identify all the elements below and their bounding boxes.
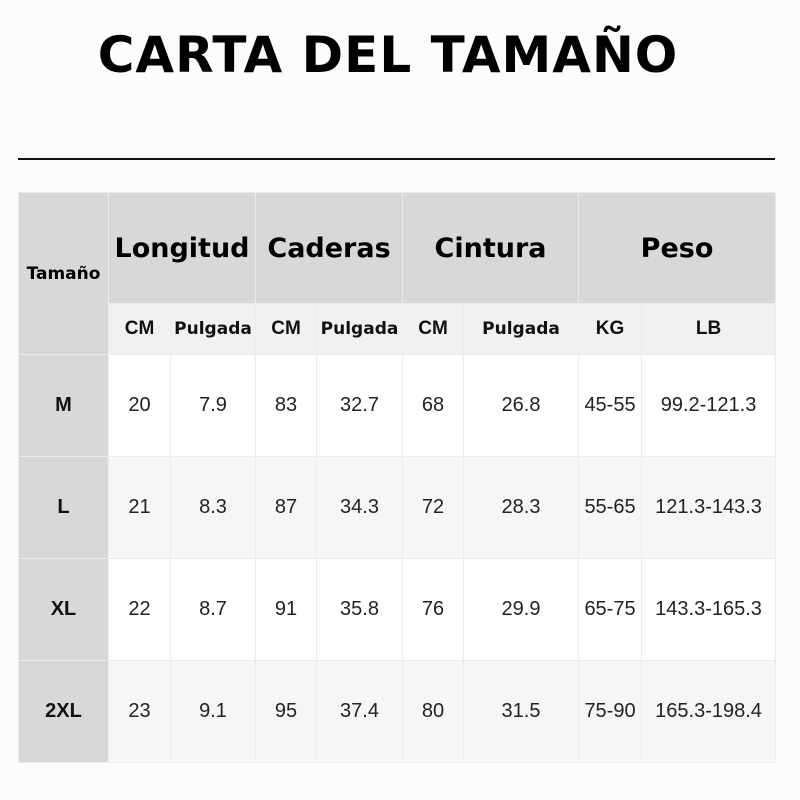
unit-header: Pulgada (316, 303, 404, 355)
size-cell: XL (18, 558, 109, 661)
value-cell: 37.4 (316, 660, 404, 763)
size-chart-table: Tamaño Longitud Caderas Cintura Peso CM … (18, 192, 777, 763)
value-cell: 91 (255, 558, 318, 661)
group-header-cintura: Cintura (402, 192, 580, 304)
value-cell: 87 (255, 456, 318, 559)
value-cell: 34.3 (316, 456, 404, 559)
unit-header: CM (108, 303, 171, 355)
value-cell: 28.3 (463, 456, 580, 559)
unit-header: CM (402, 303, 465, 355)
size-cell: M (18, 354, 109, 457)
value-cell: 99.2-121.3 (641, 354, 777, 457)
value-cell: 45-55 (578, 354, 643, 457)
value-cell: 83 (255, 354, 318, 457)
group-header-longitud: Longitud (107, 192, 257, 304)
divider (18, 158, 775, 160)
size-header: Tamaño (18, 192, 109, 355)
value-cell: 20 (108, 354, 171, 457)
value-cell: 8.3 (169, 456, 257, 559)
group-header-caderas: Caderas (255, 192, 404, 304)
group-header-peso: Peso (578, 192, 777, 304)
value-cell: 80 (402, 660, 465, 763)
value-cell: 95 (255, 660, 318, 763)
value-cell: 32.7 (316, 354, 404, 457)
value-cell: 26.8 (463, 354, 580, 457)
value-cell: 35.8 (316, 558, 404, 661)
table-row: L 21 8.3 87 34.3 72 28.3 55-65 121.3-143.3 (18, 456, 777, 559)
value-cell: 68 (402, 354, 465, 457)
size-cell: L (18, 456, 109, 559)
value-cell: 29.9 (463, 558, 580, 661)
unit-header: LB (641, 303, 777, 355)
unit-header: KG (578, 303, 643, 355)
size-cell: 2XL (18, 660, 109, 763)
page-title: CARTA DEL TAMAÑO (97, 26, 679, 84)
value-cell: 8.7 (169, 558, 257, 661)
value-cell: 76 (402, 558, 465, 661)
value-cell: 75-90 (578, 660, 643, 763)
unit-header: Pulgada (463, 303, 580, 355)
value-cell: 21 (108, 456, 171, 559)
table-row: 2XL 23 9.1 95 37.4 80 31.5 75-90 165.3-198.4 (18, 660, 777, 763)
unit-header: CM (255, 303, 318, 355)
value-cell: 23 (108, 660, 171, 763)
value-cell: 9.1 (169, 660, 257, 763)
table-row: M 20 7.9 83 32.7 68 26.8 45-55 99.2-121.3 (18, 354, 777, 457)
value-cell: 55-65 (578, 456, 643, 559)
value-cell: 121.3-143.3 (641, 456, 777, 559)
value-cell: 22 (108, 558, 171, 661)
value-cell: 31.5 (463, 660, 580, 763)
value-cell: 143.3-165.3 (641, 558, 777, 661)
table-row: XL 22 8.7 91 35.8 76 29.9 65-75 143.3-165.3 (18, 558, 777, 661)
value-cell: 65-75 (578, 558, 643, 661)
unit-header: Pulgada (169, 303, 257, 355)
value-cell: 72 (402, 456, 465, 559)
value-cell: 7.9 (169, 354, 257, 457)
value-cell: 165.3-198.4 (641, 660, 777, 763)
